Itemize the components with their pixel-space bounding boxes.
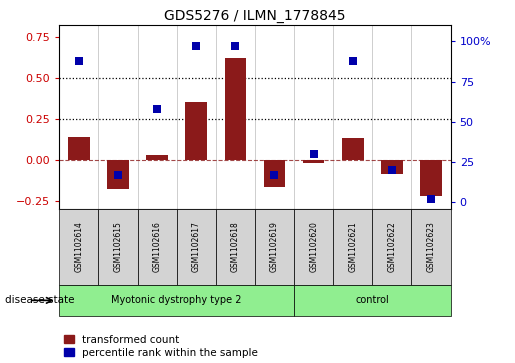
- Bar: [225, 58, 246, 160]
- Bar: [59, 285, 294, 316]
- Text: GSM1102623: GSM1102623: [426, 221, 436, 272]
- Text: GSM1102616: GSM1102616: [152, 221, 162, 272]
- Bar: [342, 138, 364, 160]
- Bar: [177, 209, 216, 285]
- Text: disease state: disease state: [5, 295, 75, 305]
- Bar: [294, 209, 333, 285]
- Bar: [146, 155, 168, 160]
- Bar: [185, 102, 207, 160]
- Text: control: control: [355, 295, 389, 305]
- Bar: [68, 137, 90, 160]
- Bar: [264, 160, 285, 187]
- Text: GSM1102614: GSM1102614: [74, 221, 83, 272]
- Bar: [107, 160, 129, 189]
- Text: GSM1102619: GSM1102619: [270, 221, 279, 272]
- Bar: [138, 209, 177, 285]
- Text: GSM1102620: GSM1102620: [309, 221, 318, 272]
- Bar: [59, 209, 98, 285]
- Bar: [216, 209, 255, 285]
- Bar: [381, 160, 403, 174]
- Bar: [303, 160, 324, 163]
- Legend: transformed count, percentile rank within the sample: transformed count, percentile rank withi…: [64, 335, 258, 358]
- Text: GSM1102617: GSM1102617: [192, 221, 201, 272]
- Text: Myotonic dystrophy type 2: Myotonic dystrophy type 2: [111, 295, 242, 305]
- Bar: [333, 209, 372, 285]
- Text: GSM1102622: GSM1102622: [387, 221, 397, 272]
- Bar: [420, 160, 442, 196]
- Bar: [411, 209, 451, 285]
- Text: GSM1102621: GSM1102621: [348, 221, 357, 272]
- Bar: [98, 209, 138, 285]
- Bar: [294, 285, 451, 316]
- Bar: [372, 209, 411, 285]
- Text: GSM1102618: GSM1102618: [231, 221, 240, 272]
- Title: GDS5276 / ILMN_1778845: GDS5276 / ILMN_1778845: [164, 9, 346, 23]
- Bar: [255, 209, 294, 285]
- Text: GSM1102615: GSM1102615: [113, 221, 123, 272]
